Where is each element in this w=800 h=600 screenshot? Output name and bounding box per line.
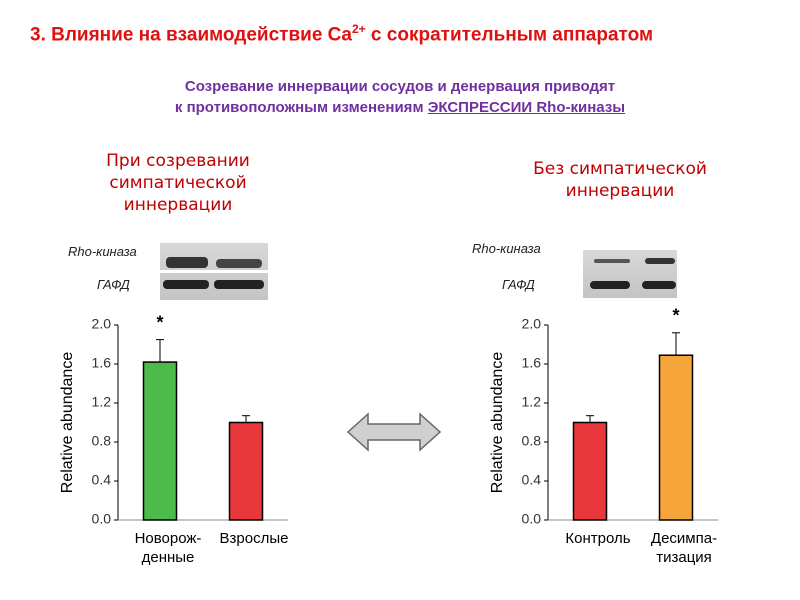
y-tick-label: 0.8: [522, 433, 542, 449]
panel-heading: При созревании симпатической иннервации: [106, 151, 250, 215]
slide-title: 3. Влияние на взаимодействие Ca2+ с сокр…: [30, 22, 653, 46]
y-tick-label: 0.0: [92, 511, 112, 527]
x-tick-label: Контроль: [565, 530, 631, 547]
title-rest: с сократительным аппаратом: [365, 24, 654, 46]
subtitle-line: Созревание иннервации сосудов и денервац…: [184, 78, 616, 95]
subtitle-line: к противоположным изменениям ЭКСПРЕССИИ …: [0, 99, 800, 116]
title-text: 3. Влияние на взаимодействие Ca: [30, 24, 352, 46]
y-tick-label: 0.8: [92, 433, 112, 449]
y-tick-label: 0.4: [92, 472, 112, 488]
y-tick-label: 1.2: [92, 394, 112, 410]
significance-marker: *: [156, 312, 163, 332]
subtitle-text: к противоположным изменениям: [174, 99, 428, 116]
y-axis-label: Relative abundance: [489, 352, 506, 494]
bar: [142, 361, 178, 521]
bar: [572, 421, 608, 521]
panel-heading: Без симпатической иннервации: [533, 159, 707, 201]
double-arrow: [346, 412, 442, 452]
blot-label: ГАФД: [97, 277, 130, 292]
significance-marker: *: [672, 306, 679, 326]
bar: [658, 354, 694, 521]
y-tick-label: 2.0: [92, 316, 112, 332]
western-blot: [160, 243, 268, 300]
y-tick-label: 1.2: [522, 394, 542, 410]
western-blot: [583, 250, 677, 298]
y-tick-label: 2.0: [522, 316, 542, 332]
x-tick-label: Десимпа- тизация: [650, 530, 718, 566]
x-tick-label: Взрослые: [219, 530, 289, 547]
blot-label: Rho-киназа: [68, 244, 137, 259]
bar: [228, 421, 264, 521]
subtitle-underlined: ЭКСПРЕССИИ Rho-киназы: [427, 99, 626, 116]
title-superscript: 2+: [351, 22, 366, 36]
blot-label: ГАФД: [502, 277, 535, 292]
y-tick-label: 0.0: [522, 511, 542, 527]
blot-label: Rho-киназа: [472, 241, 541, 256]
y-tick-label: 1.6: [522, 355, 542, 371]
y-tick-label: 1.6: [92, 355, 112, 371]
y-tick-label: 0.4: [522, 472, 542, 488]
y-axis-label: Relative abundance: [59, 352, 76, 494]
x-tick-label: Новорож- денные: [134, 530, 202, 566]
